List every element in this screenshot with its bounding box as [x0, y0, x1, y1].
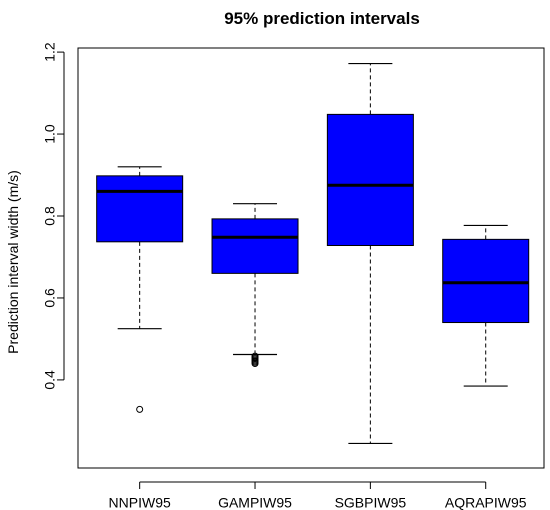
box-group [326, 62, 414, 445]
chart-title: 95% prediction intervals [224, 9, 420, 28]
y-tick-label: 1.2 [42, 42, 58, 62]
x-tick-label: SGBPIW95 [335, 494, 407, 510]
box-group [211, 203, 299, 368]
box-group [96, 166, 184, 413]
y-tick-label: 1.0 [42, 124, 58, 144]
iqr-box [442, 238, 530, 324]
y-axis: 0.4 0.6 0.8 1.0 1.2 [42, 42, 65, 390]
x-axis: NNPIW95 GAMPIW95 SGBPIW95 AQRAPIW95 [109, 481, 527, 510]
iqr-box [211, 218, 299, 274]
outlier-point [136, 405, 144, 413]
boxes-layer [96, 62, 530, 445]
x-tick-label: NNPIW95 [109, 494, 171, 510]
y-axis-label: Prediction interval width (m/s) [5, 170, 21, 354]
x-tick-label: AQRAPIW95 [445, 494, 527, 510]
y-tick-label: 0.8 [42, 206, 58, 226]
y-tick-label: 0.4 [42, 370, 58, 390]
x-tick-label: GAMPIW95 [218, 494, 292, 510]
outlier-point [251, 352, 259, 360]
box-group [442, 224, 530, 387]
iqr-box [326, 113, 414, 247]
iqr-box [96, 175, 184, 243]
plot-frame [77, 47, 545, 469]
y-tick-label: 0.6 [42, 288, 58, 308]
